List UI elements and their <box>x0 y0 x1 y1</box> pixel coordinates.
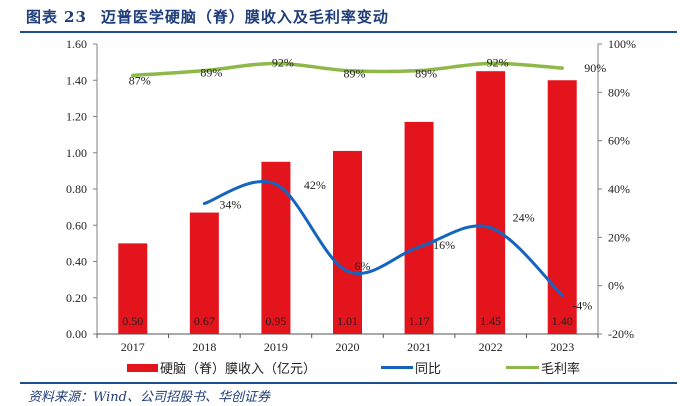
legend-swatch-margin <box>506 366 539 369</box>
bar-2018 <box>189 212 219 334</box>
left-tick-label: 1.60 <box>66 37 87 51</box>
left-tick-label: 1.20 <box>66 110 87 124</box>
legend-label-revenue: 硬脑（脊）膜收入（亿元） <box>160 362 317 377</box>
yoy-data-label: 34% <box>219 198 241 212</box>
right-tick-label: 40% <box>608 182 630 196</box>
left-tick-label: 1.00 <box>66 146 87 160</box>
bar-2021 <box>404 121 434 334</box>
bar-data-label: 1.01 <box>337 314 358 328</box>
x-tick-label: 2022 <box>479 340 503 354</box>
bar-2017 <box>118 243 148 334</box>
margin-data-label: 92% <box>272 55 294 69</box>
bar-2020 <box>333 150 362 334</box>
figure-number: 23 <box>64 8 87 26</box>
legend: 硬脑（脊）膜收入（亿元） 同比 毛利率 <box>0 358 684 378</box>
x-tick-label: 2018 <box>192 340 216 354</box>
bar-data-label: 1.17 <box>409 314 430 328</box>
legend-item-yoy: 同比 <box>381 358 441 377</box>
legend-swatch-bar <box>127 363 158 372</box>
bar-data-label: 0.95 <box>265 314 286 328</box>
bar-2023 <box>547 80 577 334</box>
margin-data-label: 90% <box>584 61 606 75</box>
yoy-line <box>202 180 564 297</box>
legend-item-margin: 毛利率 <box>506 358 580 377</box>
yoy-data-label: -4% <box>572 298 592 312</box>
left-tick-label: 1.40 <box>66 73 87 87</box>
right-tick-label: 60% <box>608 134 630 148</box>
bar-data-label: 1.40 <box>552 314 573 328</box>
left-tick-label: 0.00 <box>66 327 87 341</box>
x-tick-label: 2020 <box>336 340 360 354</box>
bar-2022 <box>476 71 506 334</box>
bar-data-label: 0.67 <box>194 314 215 328</box>
margin-data-label: 89% <box>415 67 437 81</box>
legend-label-margin: 毛利率 <box>541 362 581 377</box>
x-tick-label: 2023 <box>550 340 574 354</box>
margin-data-label: 92% <box>487 55 509 69</box>
figure-title: 图表 23 迈普医学硬脑（脊）膜收入及毛利率变动 <box>26 6 389 27</box>
bar-data-label: 1.45 <box>480 314 501 328</box>
bar-2019 <box>261 161 291 334</box>
margin-data-label: 89% <box>344 67 366 81</box>
left-tick-label: 0.40 <box>66 255 87 269</box>
figure-title-text: 迈普医学硬脑（脊）膜收入及毛利率变动 <box>100 8 389 26</box>
left-tick-label: 0.60 <box>66 218 87 232</box>
left-tick-label: 0.20 <box>66 291 87 305</box>
margin-line <box>131 61 564 78</box>
yoy-data-label: 24% <box>513 211 535 225</box>
right-tick-label: 80% <box>608 85 630 99</box>
yoy-data-label: 16% <box>433 238 455 252</box>
legend-label-yoy: 同比 <box>415 362 442 377</box>
right-tick-label: -20% <box>608 327 634 341</box>
bottom-rule <box>20 382 677 384</box>
x-tick-label: 2017 <box>121 340 145 354</box>
source-note: 资料来源：Wind、公司招股书、华创证券 <box>28 390 270 405</box>
figure-label: 图表 <box>26 8 59 26</box>
right-tick-label: 0% <box>608 279 624 293</box>
yoy-data-label: 6% <box>355 259 371 273</box>
legend-swatch-yoy <box>381 366 413 369</box>
margin-data-label: 89% <box>200 66 222 80</box>
yoy-data-label: 42% <box>304 178 326 192</box>
margin-data-label: 87% <box>129 73 151 87</box>
right-tick-label: 100% <box>608 37 636 51</box>
right-tick-label: 20% <box>608 230 630 244</box>
x-tick-label: 2021 <box>407 340 431 354</box>
legend-item-revenue: 硬脑（脊）膜收入（亿元） <box>127 358 316 377</box>
top-rule <box>20 31 677 33</box>
x-tick-label: 2019 <box>264 340 288 354</box>
bar-data-label: 0.50 <box>122 314 143 328</box>
left-tick-label: 0.80 <box>66 182 87 196</box>
